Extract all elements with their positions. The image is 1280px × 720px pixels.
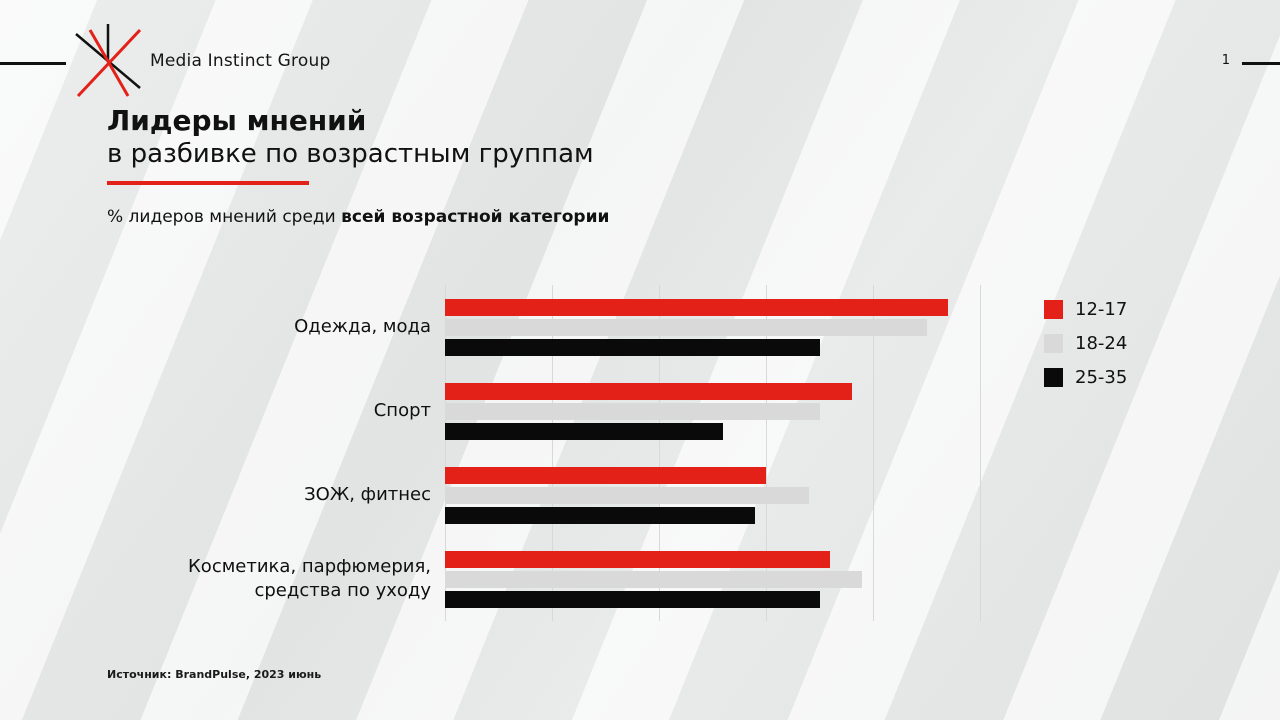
chart-subtitle-bold: всей возрастной категории bbox=[341, 207, 610, 228]
page-subtitle-line: в разбивке по возрастным группам bbox=[107, 138, 594, 169]
category-label: Косметика, парфюмерия, средства по уходу bbox=[188, 556, 431, 602]
gridline bbox=[552, 285, 553, 622]
gridline bbox=[980, 285, 981, 622]
bar-25-35 bbox=[445, 506, 756, 524]
legend: 12-17 18-24 25-35 bbox=[1044, 285, 1127, 621]
gridline bbox=[766, 285, 767, 622]
bar-25-35 bbox=[445, 590, 820, 608]
bar-18-24 bbox=[445, 570, 863, 588]
gridlines bbox=[445, 285, 981, 622]
bar-group bbox=[445, 537, 980, 621]
chart-subtitle: % лидеров мнений среди всей возрастной к… bbox=[107, 207, 1280, 227]
gridline bbox=[873, 285, 874, 622]
brand-name: Media Instinct Group bbox=[150, 51, 331, 71]
gridline bbox=[445, 285, 446, 622]
bar-12-17 bbox=[445, 466, 766, 484]
bar-group bbox=[445, 453, 980, 537]
legend-label: 25-35 bbox=[1075, 367, 1128, 389]
bar-group bbox=[445, 369, 980, 453]
legend-label: 12-17 bbox=[1075, 299, 1128, 321]
page-title: Лидеры мнений bbox=[107, 104, 367, 137]
legend-swatch bbox=[1044, 334, 1063, 354]
bar-12-17 bbox=[445, 382, 852, 400]
plot-area bbox=[445, 285, 981, 622]
legend-label: 18-24 bbox=[1075, 333, 1128, 355]
source-note: Источник: BrandPulse, 2023 июнь bbox=[107, 668, 322, 681]
legend-item: 18-24 bbox=[1044, 333, 1127, 354]
bar-group bbox=[445, 285, 980, 369]
bar-chart: Одежда, мода Спорт ЗОЖ, фитнес Косметика, п… bbox=[107, 285, 1280, 622]
category-label: ЗОЖ, фитнес bbox=[304, 484, 431, 506]
bar-12-17 bbox=[445, 298, 948, 316]
brand-logo-icon bbox=[75, 24, 142, 98]
header-right-rule bbox=[1242, 62, 1280, 65]
category-label: Спорт bbox=[373, 400, 431, 422]
category-labels: Одежда, мода Спорт ЗОЖ, фитнес Косметика, п… bbox=[107, 285, 445, 621]
header-left-rule bbox=[0, 62, 66, 65]
title-block: Лидеры мнений в разбивке по возрастным г… bbox=[107, 0, 1280, 186]
bar-groups bbox=[445, 285, 980, 621]
gridline bbox=[659, 285, 660, 622]
bar-18-24 bbox=[445, 402, 820, 420]
legend-item: 12-17 bbox=[1044, 299, 1127, 320]
legend-swatch bbox=[1044, 300, 1063, 320]
legend-swatch bbox=[1044, 368, 1063, 388]
bar-12-17 bbox=[445, 550, 831, 568]
bar-18-24 bbox=[445, 318, 927, 336]
category-label: Одежда, мода bbox=[294, 316, 431, 338]
legend-item: 25-35 bbox=[1044, 367, 1127, 388]
bar-25-35 bbox=[445, 338, 820, 356]
page-number: 1 bbox=[1221, 53, 1230, 68]
bar-18-24 bbox=[445, 486, 809, 504]
bar-25-35 bbox=[445, 422, 724, 440]
title-underline bbox=[107, 181, 309, 186]
chart-subtitle-prefix: % лидеров мнений среди bbox=[107, 207, 342, 228]
